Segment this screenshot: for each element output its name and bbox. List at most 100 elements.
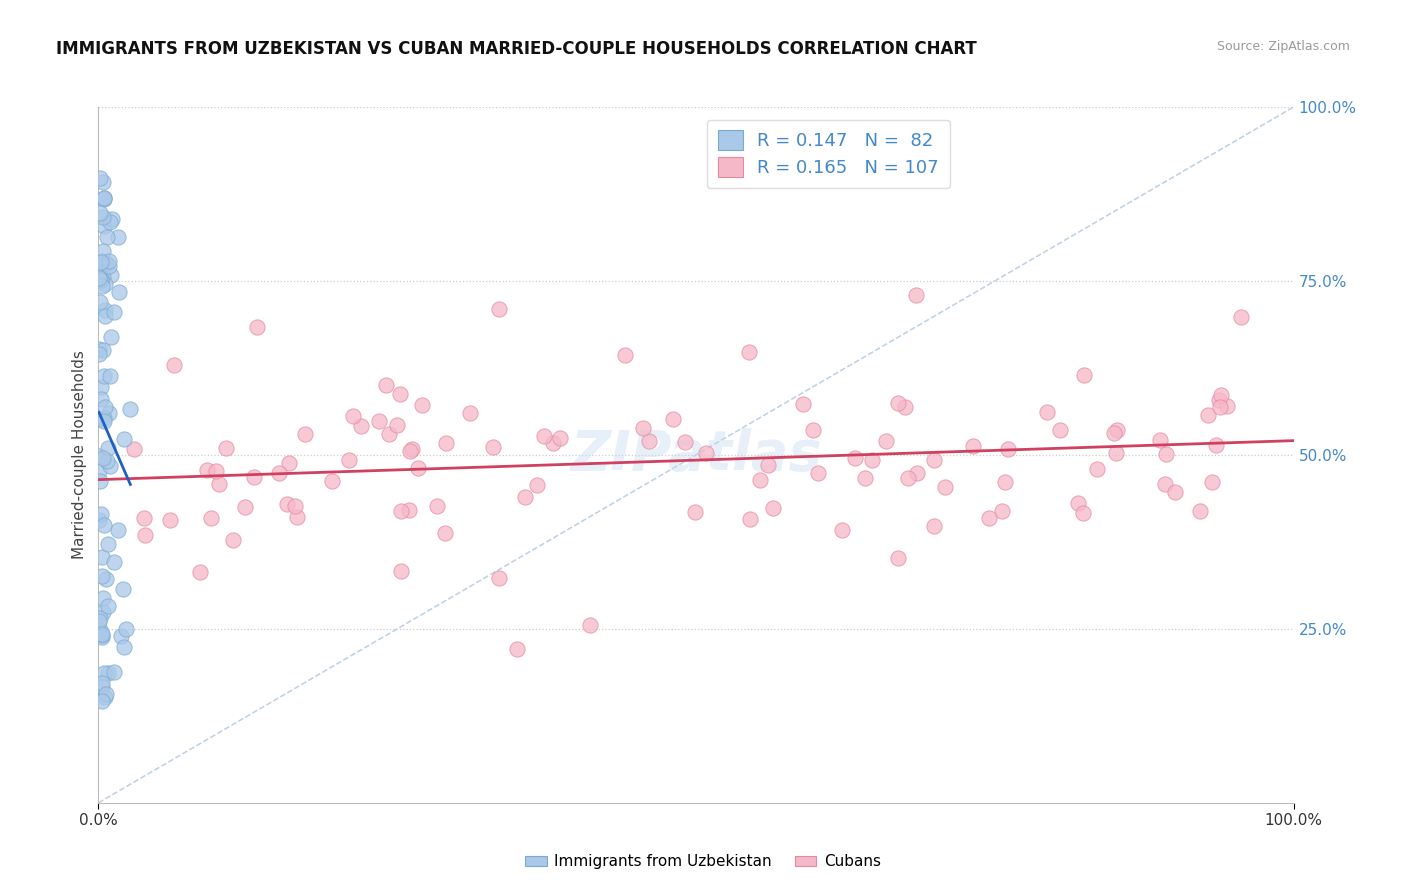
- Point: [124, 442, 146, 456]
- Point: [90, 273, 112, 287]
- Point: [91, 591, 114, 605]
- Point: [285, 510, 308, 524]
- Legend: R = 0.147   N =  82, R = 0.165   N = 107: R = 0.147 N = 82, R = 0.165 N = 107: [707, 120, 950, 188]
- Point: [737, 345, 759, 359]
- Point: [905, 466, 928, 480]
- Point: [93, 191, 115, 205]
- Point: [97, 441, 120, 455]
- Point: [91, 269, 114, 284]
- Point: [375, 377, 398, 392]
- Point: [997, 442, 1019, 456]
- Point: [208, 477, 231, 491]
- Point: [89, 171, 111, 186]
- Point: [482, 440, 505, 454]
- Point: [401, 442, 423, 457]
- Point: [94, 573, 117, 587]
- Point: [488, 572, 510, 586]
- Point: [93, 690, 115, 705]
- Point: [1163, 485, 1185, 500]
- Point: [505, 642, 527, 657]
- Point: [633, 420, 655, 434]
- Point: [91, 175, 114, 189]
- Point: [1071, 506, 1094, 520]
- Point: [98, 368, 121, 383]
- Point: [90, 628, 112, 642]
- Point: [134, 528, 156, 542]
- Point: [90, 380, 112, 394]
- Point: [388, 387, 411, 401]
- Point: [120, 402, 142, 417]
- Point: [389, 564, 412, 578]
- Point: [1209, 388, 1232, 402]
- Point: [96, 230, 118, 244]
- Point: [91, 630, 114, 644]
- Point: [853, 470, 876, 484]
- Point: [94, 687, 117, 701]
- Point: [1205, 438, 1227, 452]
- Point: [90, 271, 112, 285]
- Point: [844, 451, 866, 466]
- Point: [350, 418, 373, 433]
- Point: [803, 423, 825, 437]
- Point: [675, 434, 697, 449]
- Point: [934, 480, 956, 494]
- Point: [132, 510, 155, 524]
- Point: [860, 453, 883, 467]
- Point: [1073, 368, 1095, 382]
- Point: [426, 499, 449, 513]
- Point: [87, 614, 110, 628]
- Point: [488, 301, 510, 316]
- Point: [233, 500, 256, 514]
- Point: [91, 244, 114, 259]
- Point: [1197, 408, 1219, 422]
- Point: [458, 406, 481, 420]
- Point: [93, 369, 115, 384]
- Point: [89, 206, 111, 220]
- Point: [897, 471, 920, 485]
- Point: [1209, 401, 1232, 415]
- Point: [200, 511, 222, 525]
- Point: [337, 453, 360, 467]
- Point: [1149, 434, 1171, 448]
- Point: [98, 260, 121, 274]
- Point: [103, 304, 125, 318]
- Point: [962, 439, 984, 453]
- Point: [887, 551, 910, 566]
- Text: IMMIGRANTS FROM UZBEKISTAN VS CUBAN MARRIED-COUPLE HOUSEHOLDS CORRELATION CHART: IMMIGRANTS FROM UZBEKISTAN VS CUBAN MARR…: [56, 40, 977, 58]
- Point: [89, 611, 111, 625]
- Point: [97, 666, 120, 681]
- Point: [408, 461, 430, 475]
- Text: ZIPatlas: ZIPatlas: [571, 428, 821, 482]
- Point: [894, 400, 917, 414]
- Point: [91, 680, 114, 694]
- Point: [541, 436, 564, 450]
- Point: [411, 398, 433, 412]
- Point: [205, 464, 228, 478]
- Text: Source: ZipAtlas.com: Source: ZipAtlas.com: [1216, 40, 1350, 54]
- Point: [101, 211, 124, 226]
- Point: [1104, 425, 1126, 440]
- Point: [90, 508, 112, 522]
- Point: [98, 459, 121, 474]
- Point: [91, 569, 114, 583]
- Point: [614, 348, 637, 362]
- Point: [740, 512, 762, 526]
- Point: [1201, 475, 1223, 490]
- Point: [215, 441, 238, 455]
- Point: [1216, 399, 1239, 413]
- Point: [110, 628, 132, 642]
- Point: [385, 418, 408, 433]
- Point: [399, 444, 422, 458]
- Y-axis label: Married-couple Households: Married-couple Households: [72, 351, 87, 559]
- Point: [994, 475, 1017, 490]
- Point: [93, 343, 115, 358]
- Point: [97, 537, 120, 551]
- Point: [93, 309, 115, 323]
- Point: [578, 618, 600, 632]
- Point: [90, 675, 112, 690]
- Point: [991, 504, 1014, 518]
- Point: [93, 605, 115, 619]
- Point: [90, 254, 112, 268]
- Point: [398, 503, 420, 517]
- Point: [94, 256, 117, 270]
